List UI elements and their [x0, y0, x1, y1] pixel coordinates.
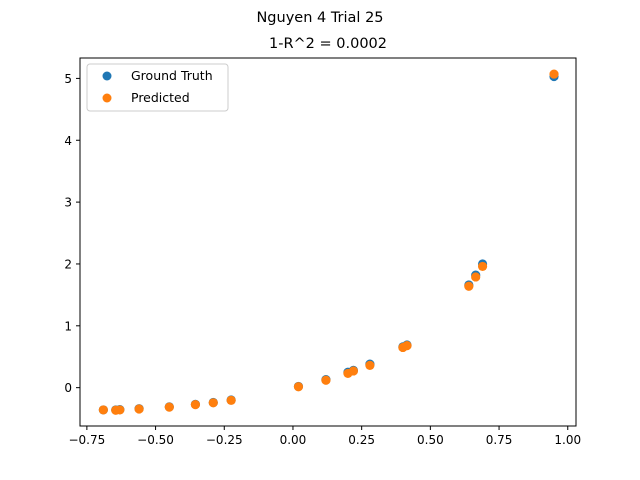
y-tick-label: 0: [64, 381, 72, 395]
point-predicted: [134, 404, 144, 414]
point-predicted: [115, 405, 125, 415]
legend-marker-predicted: [102, 93, 112, 103]
y-tick-label: 3: [64, 196, 72, 210]
x-axis: −0.75 −0.50 −0.25 0.00 0.25 0.50 0.75 1.00: [68, 426, 581, 447]
x-tick-label: −0.75: [68, 433, 105, 447]
chart-suptitle: Nguyen 4 Trial 25: [256, 10, 383, 26]
legend-label-predicted: Predicted: [131, 90, 190, 105]
plot-area: [98, 69, 559, 415]
point-predicted: [164, 402, 174, 412]
x-tick-label: −0.50: [137, 433, 174, 447]
point-predicted: [477, 261, 488, 272]
y-tick-label: 4: [64, 134, 72, 148]
y-tick-label: 5: [64, 72, 72, 86]
y-tick-label: 2: [64, 257, 72, 271]
legend: Ground Truth Predicted: [86, 63, 229, 112]
axes-frame: [79, 57, 577, 427]
point-predicted: [293, 382, 304, 392]
x-tick-label: 0.75: [486, 433, 513, 447]
point-predicted: [471, 272, 481, 282]
point-predicted: [402, 340, 412, 351]
point-predicted: [549, 69, 559, 79]
x-tick-label: 0.50: [417, 433, 444, 447]
point-predicted: [464, 281, 474, 291]
point-predicted: [321, 375, 331, 385]
point-predicted: [226, 395, 236, 405]
legend-marker-ground-truth: [102, 71, 112, 81]
x-tick-label: 0.25: [348, 433, 375, 447]
point-predicted: [365, 360, 375, 370]
legend-box: [86, 63, 229, 112]
x-tick-label: 1.00: [554, 433, 581, 447]
point-predicted: [348, 366, 359, 376]
y-axis: 0 1 2 3 4 5: [64, 72, 80, 395]
point-predicted: [98, 405, 108, 415]
x-tick-label: −0.25: [206, 433, 243, 447]
chart-title: 1-R^2 = 0.0002: [269, 36, 387, 52]
x-tick-label: 0.00: [280, 433, 307, 447]
y-tick-label: 1: [64, 319, 72, 333]
point-predicted: [208, 398, 218, 408]
legend-label-ground-truth: Ground Truth: [131, 68, 213, 83]
point-predicted: [190, 400, 201, 410]
